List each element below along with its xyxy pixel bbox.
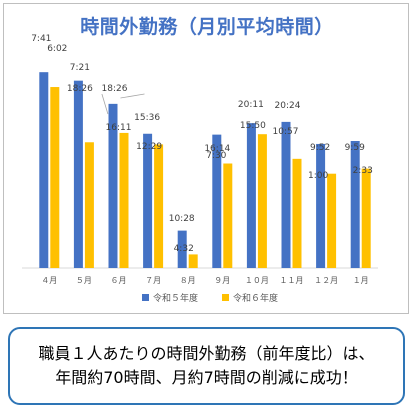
bar-r5-5 xyxy=(212,134,222,268)
data-label-r5-0: 7:41 xyxy=(31,34,51,44)
bar-r6-7 xyxy=(292,158,302,268)
legend-swatch-1 xyxy=(222,294,229,301)
bar-r5-0 xyxy=(39,72,49,269)
data-label-r5-1: 7:21 xyxy=(70,63,90,73)
bar-r5-4 xyxy=(177,230,187,268)
bar-r5-7 xyxy=(281,121,291,268)
label-leader-line-1 xyxy=(101,93,109,115)
label-leader-line-0 xyxy=(120,93,145,99)
data-label-r5-7: 20:24 xyxy=(275,101,301,111)
bar-r5-6 xyxy=(246,123,256,268)
bar-r6-8 xyxy=(327,173,337,268)
bar-r5-8 xyxy=(316,143,326,268)
x-tick-label-9: １月 xyxy=(353,276,369,285)
x-tick-label-5: ９月 xyxy=(214,276,230,285)
bar-r6-1 xyxy=(84,142,94,268)
x-tick-label-3: ７月 xyxy=(145,276,161,285)
data-label-r6-3: 12:29 xyxy=(136,142,162,152)
data-label-r5-6: 20:11 xyxy=(238,100,264,110)
bar-r6-0 xyxy=(50,87,60,268)
x-tick-label-6: １０月 xyxy=(245,276,269,285)
data-label-r5-8: 9:52 xyxy=(310,143,330,153)
data-label-r5-9: 9:59 xyxy=(345,143,365,153)
data-label-r6-0: 6:02 xyxy=(47,44,67,54)
data-label-r6-8: 1:00 xyxy=(308,171,328,181)
legend-label-1: 令和６年度 xyxy=(233,292,278,304)
legend-swatch-0 xyxy=(142,294,149,301)
data-label-r6-6: 15:50 xyxy=(240,121,266,131)
data-label-r5-5: 16:14 xyxy=(204,144,230,154)
chart-title: 時間外勤務（月別平均時間） xyxy=(80,16,334,38)
data-label-r5-2: 18:26 xyxy=(102,84,128,94)
bar-r6-9 xyxy=(361,168,371,268)
data-label-r6-7: 10:57 xyxy=(273,127,299,137)
x-tick-label-7: １１月 xyxy=(280,276,304,285)
data-label-r5-4: 10:28 xyxy=(169,214,195,224)
bar-r5-1 xyxy=(73,80,83,268)
caption-box: 職員１人あたりの時間外勤務（前年度比）は、 年間約70時間、月約7時間の削減に成… xyxy=(8,327,405,405)
caption-line-1: 職員１人あたりの時間外勤務（前年度比）は、 xyxy=(38,344,375,363)
data-label-r6-9: 2:33 xyxy=(353,166,373,176)
caption-line-2: 年間約70時間、月約7時間の削減に成功！ xyxy=(55,368,358,387)
bar-r5-3 xyxy=(143,133,153,268)
bar-chart: 7:416:02 ４月 7:21 18:26 ５月 18:26 16:11 ６月 15:36 12… xyxy=(22,34,378,304)
x-tick-label-4: ８月 xyxy=(180,276,196,285)
data-label-r6-2: 16:11 xyxy=(106,123,132,133)
bar-r6-2 xyxy=(119,132,129,268)
x-tick-label-2: ６月 xyxy=(111,276,127,285)
chart-frame: 時間外勤務（月別平均時間） 7:41 6:02 ４月 7:21 18:26 ５月 18:26… xyxy=(3,3,409,314)
bar-r6-5 xyxy=(223,163,233,268)
bar-r6-4 xyxy=(188,254,198,268)
data-label-r6-1: 18:26 xyxy=(67,84,93,94)
data-label-r6-5: 7:30 xyxy=(206,151,226,161)
bar-r5-2 xyxy=(108,103,118,268)
bar-r6-3 xyxy=(154,144,164,268)
legend-label-0: 令和５年度 xyxy=(153,292,198,304)
bar-r5-9 xyxy=(350,140,360,268)
data-label-r6-4: 4:32 xyxy=(174,244,194,254)
x-tick-label-8: １２月 xyxy=(314,276,338,285)
x-tick-label-1: ５月 xyxy=(76,276,92,285)
x-tick-label-0: ４月 xyxy=(41,276,57,285)
bar-r6-6 xyxy=(257,134,267,268)
data-label-r5-3: 15:36 xyxy=(134,113,160,123)
